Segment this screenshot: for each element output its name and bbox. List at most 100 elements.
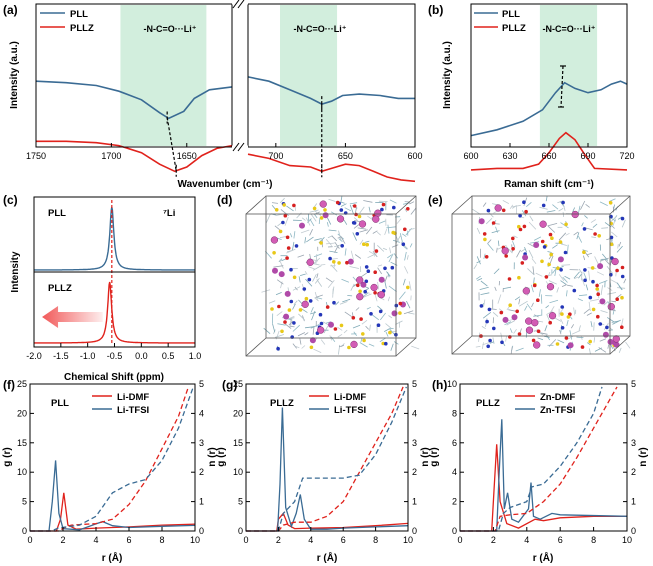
panel-e-atom-67 <box>544 275 549 279</box>
panel-g-ytick-right-label-2: 2 <box>412 467 417 477</box>
panel-e-bond-285 <box>567 244 569 255</box>
panel-b-xtick-label-2: 660 <box>541 151 556 161</box>
panel-d-bond-179 <box>320 339 326 345</box>
panel-e-bond-163 <box>503 286 512 289</box>
panel-e-bond-245 <box>581 222 584 227</box>
panel-d-atom-8 <box>283 320 287 324</box>
panel-d-bond-138 <box>304 326 315 329</box>
panel-f-ylabel-right: n (r) <box>207 447 218 466</box>
panel-h-ytick-label-5: 10 <box>447 379 457 389</box>
panel-d-ion-8 <box>377 291 385 299</box>
panel-e-atom-104 <box>533 242 540 248</box>
panel-d-bond-72 <box>312 265 322 271</box>
panel-e-box-back <box>471 195 631 337</box>
panel-d-bond-173 <box>309 311 317 315</box>
panel-e-bond-261 <box>566 284 573 287</box>
panel-d-bond-158 <box>328 229 337 232</box>
panel-d-label: (d) <box>217 193 232 207</box>
panel-e-atom-96 <box>561 200 565 205</box>
break-slash-2 <box>237 0 245 9</box>
panel-e-bond-279 <box>500 332 503 342</box>
panel-e-bond-179 <box>475 345 481 348</box>
panel-d-atom-36 <box>361 332 365 336</box>
panel-e-bond-224 <box>535 272 543 277</box>
panel-d-atom-89 <box>392 205 396 210</box>
panel-d-atom-67 <box>283 213 288 218</box>
panel-e-bond-286 <box>518 298 521 305</box>
panel-d-atom-1 <box>364 279 369 284</box>
panel-h-ytick-right-label-2: 2 <box>631 467 636 477</box>
panel-d-atom-95 <box>332 260 336 264</box>
panel-e-atom-43 <box>502 316 509 323</box>
panel-e-atom-39 <box>557 256 564 263</box>
panel-d-atom-74 <box>388 330 392 335</box>
panel-h-ylabel-right: n (r) <box>638 447 649 466</box>
panel-b-peak-shift <box>560 65 564 108</box>
panel-d-atom-45 <box>281 220 285 225</box>
panel-c-xtick-label-6: 1.0 <box>189 351 202 361</box>
panel-e-bond-30 <box>598 280 608 284</box>
panel-f-legend-li-dmf: Li-DMF <box>117 392 149 403</box>
panel-d-bond-97 <box>349 266 359 269</box>
panel-e-atom-107 <box>488 338 492 343</box>
panel-d-atom-97 <box>401 242 406 246</box>
panel-d-bond-32 <box>310 213 317 222</box>
panel-d-atom-73 <box>357 214 362 219</box>
panel-e-atom-95 <box>508 303 512 308</box>
panel-e-atom-49 <box>605 325 609 330</box>
panel-e-bond-37 <box>528 250 534 259</box>
panel-e-bond-266 <box>618 241 622 247</box>
panel-e-atom-41 <box>580 345 585 349</box>
panel-d-molecular-mesh <box>261 195 420 355</box>
panel-d-bond-148 <box>352 232 357 241</box>
panel-d-atom-90 <box>356 283 360 288</box>
panel-g-legend-li-tfsi: Li-TFSI <box>334 405 366 416</box>
panel-e-atom-9 <box>558 240 563 244</box>
panel-e-bond-61 <box>586 312 592 316</box>
panel-d-atom-72 <box>369 312 373 316</box>
panel-g-ytick-label-5: 25 <box>233 379 243 389</box>
panel-e-atom-33 <box>583 278 587 283</box>
panel-e-bond-200 <box>554 267 557 276</box>
panel-e-atom-24 <box>560 305 564 309</box>
panel-e-bond-135 <box>526 201 532 208</box>
panel-a-label: (a) <box>3 3 18 17</box>
panel-d-bond-251 <box>353 224 360 229</box>
panel-d-bond-210 <box>326 222 329 227</box>
panel-d-bond-104 <box>280 281 283 289</box>
panel-d-atom-18 <box>339 323 344 328</box>
panel-d-bond-287 <box>369 324 371 331</box>
panel-e-bond-213 <box>491 230 500 234</box>
panel-d-atom-99 <box>362 338 366 343</box>
panel-e-atom-71 <box>548 232 553 237</box>
panel-e-bond-190 <box>486 243 494 251</box>
panel-f-ytick-right-label-0: 0 <box>199 526 204 536</box>
panel-d-bond-105 <box>378 220 386 224</box>
panel-e-bond-177 <box>612 218 616 226</box>
panel-d-atom-26 <box>362 242 366 246</box>
panel-e-atom-63 <box>486 344 491 349</box>
panel-e-atom-97 <box>540 239 545 244</box>
panel-a-left-xtick-label-0: 1750 <box>26 151 46 161</box>
panel-g-legend: Li-DMF Li-TFSI <box>309 392 366 416</box>
panel-e-atom-102 <box>591 307 596 312</box>
panel-d-bond-29 <box>313 348 322 353</box>
panel-d-ion-1 <box>336 215 345 223</box>
panel-d-bond-211 <box>354 254 362 259</box>
panel-d-atom-68 <box>373 270 378 275</box>
panel-g-ytick-label-2: 10 <box>233 467 243 477</box>
break-slash-4 <box>237 142 245 152</box>
panel-d-atom-31 <box>286 246 291 250</box>
panel-d-bond-213 <box>364 240 370 243</box>
panel-d-bond-64 <box>411 345 420 350</box>
panel-e-atom-76 <box>582 227 587 231</box>
panel-d-bond-89 <box>350 250 354 260</box>
panel-d-bond-180 <box>401 233 407 237</box>
panel-d-bond-22 <box>359 206 365 214</box>
panel-d-atom-9 <box>307 277 312 282</box>
panel-d-bond-280 <box>398 291 406 300</box>
panel-e-bond-74 <box>573 307 576 316</box>
panel-a-frame-left <box>35 3 233 148</box>
panel-e-bond-152 <box>558 207 564 212</box>
panel-e-bond-139 <box>590 298 599 302</box>
